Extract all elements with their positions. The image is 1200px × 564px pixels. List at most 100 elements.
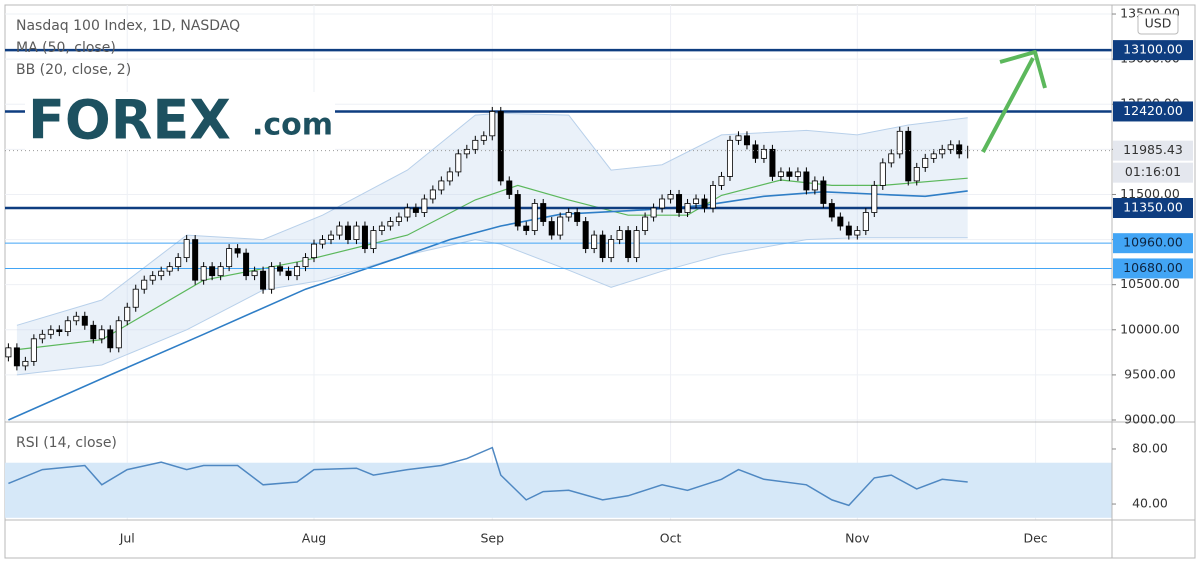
candle-body [115,320,122,349]
level-label: 10960.00 [1123,235,1183,250]
candle-body [277,266,284,272]
candle-body [905,130,912,182]
x-tick-label: Dec [1023,531,1047,546]
candle-body [896,130,903,155]
y-tick-label: 9500.00 [1124,366,1176,381]
candle-body [523,225,530,231]
candle-body [752,144,759,159]
countdown-label: 01:16:01 [1125,164,1181,179]
x-tick-label: Sep [481,531,505,546]
candle-body [616,230,623,240]
candle-body [217,266,224,277]
candle-body [506,180,513,195]
candle-body [930,153,937,159]
candle-body [735,135,742,141]
candle-body [777,171,784,177]
candle-body [64,320,71,332]
candle-body [149,275,156,281]
candle-body [260,270,267,290]
candle-body [5,347,12,358]
candle-body [837,216,844,227]
candle-body [693,198,700,204]
candle-body [311,243,318,259]
candle-body [209,266,216,277]
level-box [1113,258,1193,279]
candle-body [73,315,80,322]
candle-body [497,111,504,182]
logo-background [25,92,335,150]
candle-body [565,212,572,218]
candle-body [879,162,886,186]
chart-title: Nasdaq 100 Index, 1D, NASDAQ [16,18,240,34]
candle-body [659,198,666,209]
candle-body [472,139,479,150]
candle-body [183,239,190,259]
candle-body [922,157,929,168]
candle-body [633,230,640,259]
candle-body [175,257,182,268]
countdown-box [1113,162,1193,183]
candle-body [234,248,241,254]
x-tick-label: Aug [302,531,326,546]
candle-body [319,239,326,245]
candle-body [760,148,767,159]
candle-body [871,185,878,213]
level-label: 11350.00 [1123,199,1183,214]
candle-body [582,221,589,249]
candle-body [98,329,105,340]
candle-body [828,203,835,218]
candle-body [599,234,606,259]
candle-body [56,329,63,332]
candle-body [667,194,674,200]
candle-body [608,239,615,259]
candle-body [251,270,258,277]
candle-body [956,144,963,155]
candle-body [947,144,954,150]
candle-body [90,324,97,340]
x-tick-label: Oct [660,531,682,546]
candle-body [361,225,368,249]
candle-body [166,266,173,272]
candle-body [370,230,377,249]
candle-body [327,234,334,240]
candle-body [107,329,114,349]
candle-body [684,203,691,213]
y-tick-label: 9000.00 [1124,412,1176,427]
candle-body [344,225,351,240]
candle-body [336,225,343,236]
level-box [1113,233,1193,254]
candle-body [412,207,419,213]
candle-body [531,203,538,231]
candle-body [820,180,827,204]
candle-body [726,139,733,177]
level-box [1113,101,1193,122]
level-box [1113,197,1193,218]
candle-body [429,189,436,200]
trend-arrow [981,57,1035,153]
candle-body [480,135,487,141]
candle-body [701,198,708,209]
y-tick-label: 10000.00 [1120,321,1180,336]
candle-body [446,171,453,182]
candle-body [30,338,37,362]
x-tick-label: Jul [119,531,135,546]
candle-body [387,221,394,227]
candle-body [158,270,165,277]
last-price-box [1113,140,1193,161]
candle-body [803,171,810,191]
candle-body [862,212,869,231]
candle-body [285,270,292,277]
candle-body [404,207,411,218]
currency-box [1137,13,1179,35]
y-tick-label: 40.00 [1132,496,1168,511]
candle-body [268,266,275,290]
candle-body [650,207,657,218]
rsi-title: RSI (14, close) [16,435,117,451]
candle-body [811,180,818,191]
candle-body [845,225,852,236]
candle-body [718,176,725,186]
candle-body [540,203,547,222]
candle-body [200,266,207,281]
logo-suffix: .com [252,108,333,143]
